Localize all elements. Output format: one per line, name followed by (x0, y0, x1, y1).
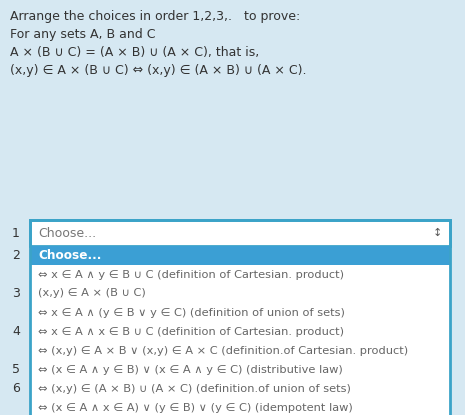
Text: 5: 5 (12, 363, 20, 376)
Text: (x,y) ∈ A × (B ∪ C): (x,y) ∈ A × (B ∪ C) (38, 288, 146, 298)
Text: Arrange the choices in order 1,2,3,.   to prove:: Arrange the choices in order 1,2,3,. to … (10, 10, 300, 23)
Text: 3: 3 (12, 287, 20, 300)
Text: For any sets A, B and C: For any sets A, B and C (10, 28, 155, 41)
Text: Choose...: Choose... (38, 227, 96, 239)
Text: ⇔ (x,y) ∈ A × B ∨ (x,y) ∈ A × C (definition.of Cartesian. product): ⇔ (x,y) ∈ A × B ∨ (x,y) ∈ A × C (definit… (38, 346, 408, 356)
Text: ⇔ x ∈ A ∧ (y ∈ B ∨ y ∈ C) (definition of union of sets): ⇔ x ∈ A ∧ (y ∈ B ∨ y ∈ C) (definition of… (38, 308, 345, 317)
FancyBboxPatch shape (30, 246, 450, 415)
Text: 4: 4 (12, 325, 20, 338)
Text: 1: 1 (12, 227, 20, 239)
Text: ⇔ (x,y) ∈ (A × B) ∪ (A × C) (definition.of union of sets): ⇔ (x,y) ∈ (A × B) ∪ (A × C) (definition.… (38, 383, 351, 393)
FancyBboxPatch shape (30, 246, 450, 265)
Text: ⇔ (x ∈ A ∧ x ∈ A) ∨ (y ∈ B) ∨ (y ∈ C) (idempotent law): ⇔ (x ∈ A ∧ x ∈ A) ∨ (y ∈ B) ∨ (y ∈ C) (i… (38, 403, 353, 413)
Text: ↕: ↕ (432, 228, 442, 238)
FancyBboxPatch shape (30, 220, 450, 246)
Text: (x,y) ∈ A × (B ∪ C) ⇔ (x,y) ∈ (A × B) ∪ (A × C).: (x,y) ∈ A × (B ∪ C) ⇔ (x,y) ∈ (A × B) ∪ … (10, 64, 306, 77)
Text: ⇔ x ∈ A ∧ y ∈ B ∪ C (definition of Cartesian. product): ⇔ x ∈ A ∧ y ∈ B ∪ C (definition of Carte… (38, 269, 344, 279)
Text: A × (B ∪ C) = (A × B) ∪ (A × C), that is,: A × (B ∪ C) = (A × B) ∪ (A × C), that is… (10, 46, 259, 59)
Text: 2: 2 (12, 249, 20, 262)
Text: Choose...: Choose... (38, 249, 101, 262)
Text: ⇔ x ∈ A ∧ x ∈ B ∪ C (definition of Cartesian. product): ⇔ x ∈ A ∧ x ∈ B ∪ C (definition of Carte… (38, 327, 344, 337)
Text: 6: 6 (12, 382, 20, 395)
Text: ⇔ (x ∈ A ∧ y ∈ B) ∨ (x ∈ A ∧ y ∈ C) (distributive law): ⇔ (x ∈ A ∧ y ∈ B) ∨ (x ∈ A ∧ y ∈ C) (dis… (38, 364, 343, 374)
